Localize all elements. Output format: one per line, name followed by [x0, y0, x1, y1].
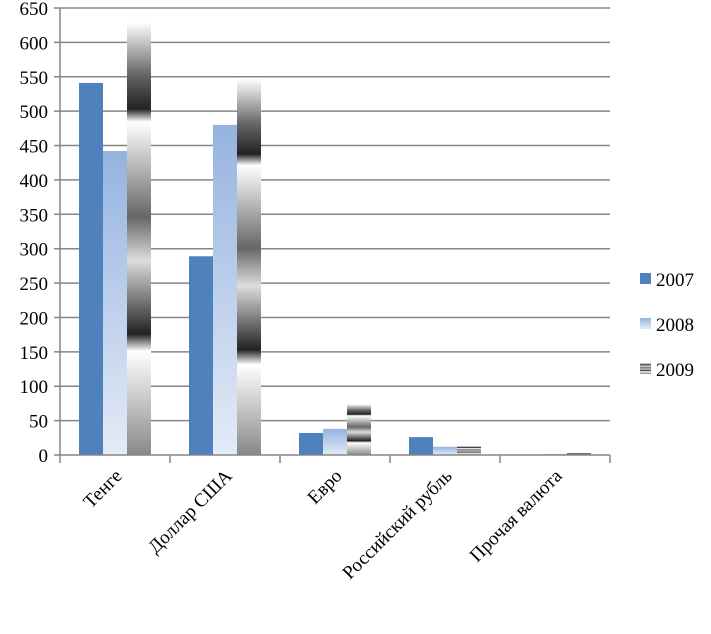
y-tick-label: 500 — [20, 102, 49, 123]
x-tick-label: Тенге — [80, 466, 127, 513]
legend-label: 2009 — [656, 360, 694, 381]
y-tick-label: 100 — [20, 377, 49, 398]
bar-2008 — [323, 428, 347, 455]
bar-2009 — [127, 22, 151, 456]
legend-label: 2008 — [656, 315, 694, 336]
legend-label: 2007 — [656, 270, 694, 291]
y-tick-label: 350 — [20, 205, 49, 226]
y-tick-label: 550 — [20, 68, 49, 89]
bar-2009 — [567, 452, 591, 455]
bar-2008 — [213, 124, 237, 456]
bar-2007 — [299, 432, 323, 455]
y-tick-label: 600 — [20, 33, 49, 54]
y-tick-label: 650 — [20, 0, 49, 20]
bar-2008 — [433, 446, 457, 455]
legend-swatch-2008 — [640, 318, 651, 329]
y-tick-label: 0 — [39, 446, 49, 467]
y-tick-label: 50 — [29, 412, 48, 433]
bar-2009 — [457, 446, 481, 455]
bar-2009 — [347, 404, 371, 455]
y-tick-label: 450 — [20, 137, 49, 158]
bar-2008 — [103, 151, 127, 456]
bar-2007 — [189, 256, 213, 455]
x-tick-label: Прочая валюта — [466, 465, 567, 566]
legend-swatch-2007 — [640, 273, 651, 284]
bar-2007 — [79, 82, 103, 455]
y-tick-label: 250 — [20, 274, 49, 295]
bar-2009 — [237, 78, 261, 455]
x-tick-label: Российский рубль — [339, 465, 457, 583]
x-tick-label: Доллар США — [144, 465, 236, 557]
legend-swatch-2009 — [640, 363, 651, 374]
y-tick-label: 400 — [20, 171, 49, 192]
y-tick-label: 150 — [20, 343, 49, 364]
bar-2007 — [409, 437, 433, 455]
y-tick-label: 300 — [20, 240, 49, 261]
x-tick-label: Евро — [304, 466, 347, 509]
y-tick-label: 200 — [20, 308, 49, 329]
